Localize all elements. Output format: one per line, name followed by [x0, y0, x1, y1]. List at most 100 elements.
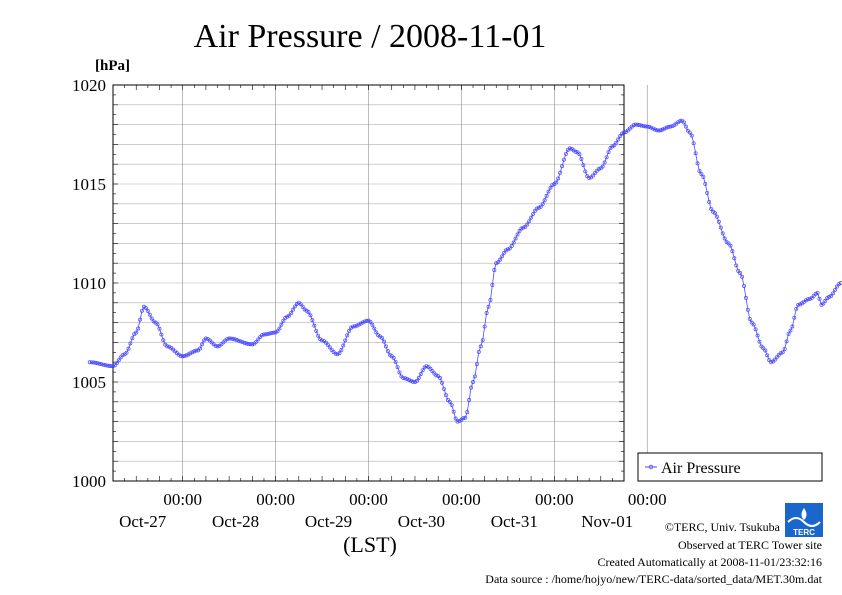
data-point — [281, 318, 286, 323]
data-point — [254, 339, 259, 344]
data-point — [159, 332, 164, 337]
data-point — [529, 215, 534, 220]
data-point — [438, 376, 443, 380]
data-point — [418, 372, 423, 377]
data-point — [285, 314, 290, 319]
data-point — [558, 170, 563, 175]
data-point — [614, 140, 619, 145]
x-axis: 00:00 Oct-27 00:00 Oct-28 00:00 Oct-29 00:00 Oc… — [112, 85, 667, 531]
data-point — [647, 124, 652, 129]
data-point — [610, 144, 615, 149]
data-point — [256, 337, 261, 342]
data-point — [263, 332, 268, 337]
data-point — [267, 331, 272, 336]
data-point — [229, 336, 234, 341]
data-point — [790, 324, 795, 329]
data-point — [773, 357, 777, 362]
data-point — [637, 123, 642, 128]
data-point — [755, 333, 760, 338]
data-point — [682, 120, 686, 125]
data-point — [813, 291, 818, 296]
x-tick-time: 00:00 — [442, 490, 481, 509]
data-point — [838, 281, 842, 285]
data-point — [289, 311, 294, 316]
y-tick-label: 1015 — [72, 175, 106, 194]
data-point — [805, 297, 810, 302]
data-point — [242, 340, 247, 345]
data-point — [343, 338, 348, 343]
data-point — [250, 342, 255, 347]
data-point — [188, 351, 193, 356]
data-point — [114, 361, 119, 366]
data-point — [192, 349, 197, 354]
data-point — [138, 317, 143, 322]
x-tick-time: 00:00 — [256, 490, 295, 509]
data-point — [376, 333, 381, 338]
data-point — [333, 351, 338, 356]
data-point — [298, 302, 303, 306]
data-point — [631, 123, 636, 128]
data-point — [554, 180, 559, 185]
data-point — [533, 208, 537, 213]
data-point — [809, 295, 814, 300]
data-point — [471, 380, 475, 384]
data-point — [186, 352, 191, 357]
data-point — [604, 155, 609, 160]
data-point — [581, 163, 586, 168]
data-point — [246, 341, 251, 346]
data-point — [347, 328, 352, 333]
data-point — [658, 128, 663, 133]
legend-box — [637, 452, 823, 482]
data-point — [635, 122, 640, 127]
data-point — [567, 146, 572, 151]
data-point — [442, 386, 446, 391]
data-point — [111, 364, 115, 369]
data-point — [240, 340, 245, 345]
data-point — [112, 363, 117, 368]
legend-label: Air Pressure — [661, 460, 741, 477]
x-tick-date: Oct-27 — [119, 512, 167, 531]
data-point — [335, 352, 340, 357]
data-point — [366, 318, 371, 323]
data-point — [294, 301, 299, 306]
data-point — [165, 344, 170, 349]
data-point — [467, 397, 472, 402]
data-point — [562, 157, 566, 162]
data-point — [573, 149, 578, 154]
data-point — [606, 150, 611, 154]
data-point — [620, 131, 625, 136]
data-point — [101, 362, 106, 367]
chart-title: Air Pressure / 2008-11-01 — [194, 18, 547, 55]
data-point — [310, 318, 315, 323]
data-point — [668, 124, 673, 129]
data-point — [811, 293, 816, 298]
data-point — [99, 362, 104, 367]
data-point — [834, 284, 839, 289]
data-point — [124, 350, 129, 355]
data-point — [393, 359, 398, 364]
data-point — [821, 301, 826, 306]
data-point — [697, 169, 702, 173]
data-point — [327, 345, 332, 350]
data-point — [397, 370, 402, 375]
data-point — [563, 151, 568, 156]
data-point — [742, 283, 746, 288]
data-point — [91, 360, 96, 365]
data-point — [455, 419, 460, 424]
data-point — [368, 319, 373, 324]
data-point — [411, 379, 415, 384]
data-point — [107, 363, 112, 368]
data-point — [416, 375, 421, 380]
data-point — [473, 374, 477, 379]
data-point — [738, 271, 743, 276]
data-point — [126, 346, 131, 351]
x-tick-date: Oct-28 — [212, 512, 259, 531]
data-point — [794, 306, 799, 311]
data-point — [829, 293, 834, 298]
data-point — [95, 361, 100, 366]
data-point — [602, 160, 607, 165]
data-point — [761, 346, 766, 351]
data-point — [695, 161, 700, 166]
data-point — [484, 311, 489, 315]
